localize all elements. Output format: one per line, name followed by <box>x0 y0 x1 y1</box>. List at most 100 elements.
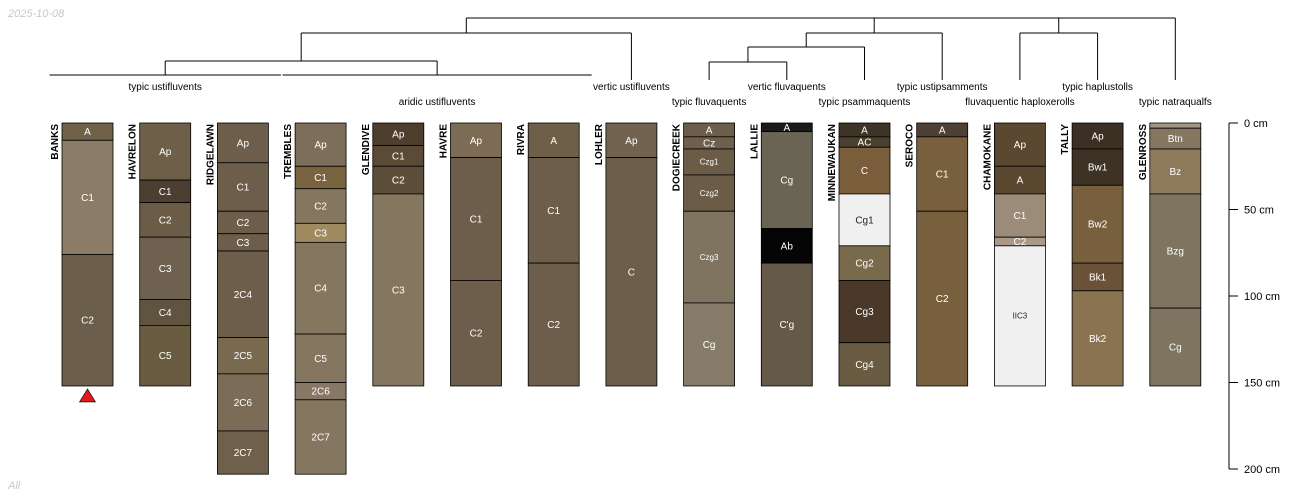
horizon-label: Cg3 <box>855 307 874 318</box>
taxon-label: typic ustifluvents <box>129 82 202 93</box>
horizon-block <box>216 122 269 164</box>
profile-minnewaukan: A AC C Cg1 Cg2 Cg3 Cg4 MINNEWAUKAN <box>827 122 891 387</box>
profile-marker <box>78 388 97 403</box>
taxon-label: vertic ustifluvents <box>593 82 670 93</box>
horizon-label: 2C5 <box>234 351 253 362</box>
profile-name: LALLIE <box>749 124 760 159</box>
taxon-label: typic psammaquents <box>819 97 911 108</box>
horizon-label: C1 <box>237 183 250 194</box>
profile-tally: Ap Bw1 Bw2 Bk1 Bk2 TALLY <box>1060 122 1124 387</box>
horizon-label: A <box>706 125 713 136</box>
horizon-label: C1 <box>1014 211 1027 222</box>
horizon-label: C2 <box>159 215 172 226</box>
horizon-label: Ab <box>781 241 794 252</box>
horizon-label: Cg4 <box>855 360 874 371</box>
horizon-label: 2C6 <box>311 387 330 398</box>
profile-name: LOHLER <box>594 123 605 165</box>
horizon-label: Czg3 <box>700 253 719 262</box>
horizon-label: C1 <box>314 173 327 184</box>
horizon-block <box>61 139 114 255</box>
horizon-label: A <box>1017 176 1024 187</box>
horizon-block <box>838 193 891 247</box>
horizon-block <box>838 245 891 281</box>
horizon-label: C2 <box>392 176 405 187</box>
horizon-label: Ap <box>392 130 405 141</box>
horizon-block <box>527 157 580 264</box>
horizon-block <box>450 280 502 387</box>
horizon-block <box>605 157 658 387</box>
profile-glendive: Ap C1 C2 C3 GLENDIVE <box>361 122 425 387</box>
horizon-block <box>527 122 580 158</box>
horizon-label: A <box>783 123 790 134</box>
horizon-block <box>216 430 269 475</box>
horizon-label: C2 <box>470 329 483 340</box>
horizon-label: A <box>861 125 868 136</box>
axis-tick-label: 0 cm <box>1244 118 1268 130</box>
horizon-block <box>916 136 969 212</box>
horizon-block <box>294 399 347 475</box>
horizon-label: C5 <box>314 354 327 365</box>
horizon-label: Bw1 <box>1088 163 1108 174</box>
horizon-block <box>994 165 1046 195</box>
horizon-label: Bk1 <box>1089 272 1107 283</box>
horizon-label: C3 <box>392 285 405 296</box>
horizon-label: Cg1 <box>855 215 874 226</box>
horizon-block <box>139 122 192 181</box>
horizon-block <box>139 236 192 300</box>
profile-chamokane: Ap A C1 C2 IIC3 CHAMOKANE <box>982 122 1046 387</box>
horizon-block <box>994 245 1046 387</box>
horizon-label: 2C7 <box>311 432 330 443</box>
horizon-label: C4 <box>159 308 172 319</box>
profile-name: MINNEWAUKAN <box>827 124 838 201</box>
horizon-label: Cg2 <box>855 259 874 270</box>
profile-name: HAVRE <box>439 124 450 159</box>
horizon-block <box>61 254 114 387</box>
horizon-label: C2 <box>81 316 94 327</box>
horizon-label: C3 <box>314 228 327 239</box>
horizon-block <box>216 337 269 375</box>
horizon-label: 2C4 <box>234 290 253 301</box>
horizon-label: C2 <box>1014 237 1027 248</box>
taxon-label: vertic fluvaquents <box>748 82 826 93</box>
taxon-label: aridic ustifluvents <box>399 97 476 108</box>
profile-name: DOGIECREEK <box>672 123 683 191</box>
horizon-label: Ap <box>314 140 327 151</box>
horizon-block <box>527 262 580 387</box>
profile-name: CHAMOKANE <box>982 124 993 190</box>
horizon-label: Bk2 <box>1089 334 1107 345</box>
horizon-block <box>994 122 1046 167</box>
horizon-block <box>994 193 1046 238</box>
profile-havre: Ap C1 C2 HAVRE <box>439 122 502 387</box>
taxon-label: typic fluvaquents <box>672 97 747 108</box>
profile-banks: A C1 C2 BANKS <box>50 122 114 403</box>
horizon-block <box>139 299 192 326</box>
profile-name: GLENROSS <box>1138 124 1149 180</box>
profile-name: TREMBLES <box>283 124 294 179</box>
dendrogram <box>49 17 1176 80</box>
horizon-block <box>294 188 347 224</box>
horizon-block <box>216 373 269 432</box>
horizon-label: C1 <box>470 215 483 226</box>
horizon-block <box>294 333 347 383</box>
taxon-label: fluvaquentic haploxerolls <box>965 97 1075 108</box>
horizon-label: IIC3 <box>1013 312 1028 321</box>
horizon-label: C'g <box>779 320 794 331</box>
horizon-label: Ap <box>159 147 172 158</box>
horizon-label: Bzg <box>1167 247 1184 258</box>
horizon-label: C1 <box>81 193 94 204</box>
horizon-label: C1 <box>392 151 405 162</box>
profile-name: BANKS <box>50 124 61 160</box>
horizon-label: A <box>84 127 91 138</box>
axis-tick-label: 150 cm <box>1244 378 1280 390</box>
profile-rivra: A C1 C2 RIVRA <box>516 122 580 387</box>
horizon-block <box>216 162 269 212</box>
profile-lohler: Ap C LOHLER <box>594 122 658 387</box>
profile-glenross: Btn Bz Bzg Cg GLENROSS <box>1138 122 1202 387</box>
taxon-labels: typic ustifluvents aridic ustifluvents ver… <box>129 82 1212 108</box>
horizon-block <box>1149 122 1202 129</box>
horizon-block <box>760 262 813 387</box>
horizon-label: C1 <box>547 206 560 217</box>
profile-name: RIDGELAWN <box>205 124 216 185</box>
soil-profiles: A C1 C2 BANKS Ap C1 C2 C3 C4 C5 HAVRELON Ap C1 C2 C3 2C… <box>50 122 1202 475</box>
